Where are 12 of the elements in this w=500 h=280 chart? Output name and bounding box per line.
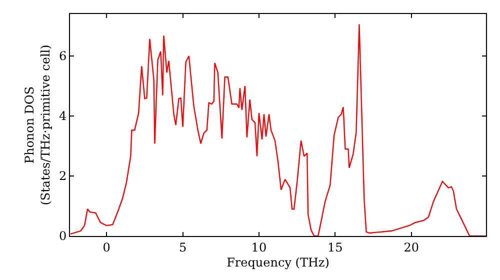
y-axis-title: Phonon DOS (States/THz·primitive cell)	[22, 44, 52, 206]
y-tick-label: 2	[58, 169, 67, 184]
x-tick-label: 20	[404, 240, 419, 254]
y-tick-label: 4	[58, 109, 67, 124]
x-tick-label: 5	[178, 240, 187, 254]
x-tick-label: 10	[251, 240, 267, 254]
line-series	[70, 24, 486, 236]
x-axis-title: Frequency (THz)	[226, 255, 330, 270]
x-tick-label: 15	[328, 240, 343, 254]
y-tick-label: 6	[58, 49, 67, 64]
x-tick-label: 0	[102, 240, 110, 254]
y-tick-label: 0	[58, 229, 67, 244]
